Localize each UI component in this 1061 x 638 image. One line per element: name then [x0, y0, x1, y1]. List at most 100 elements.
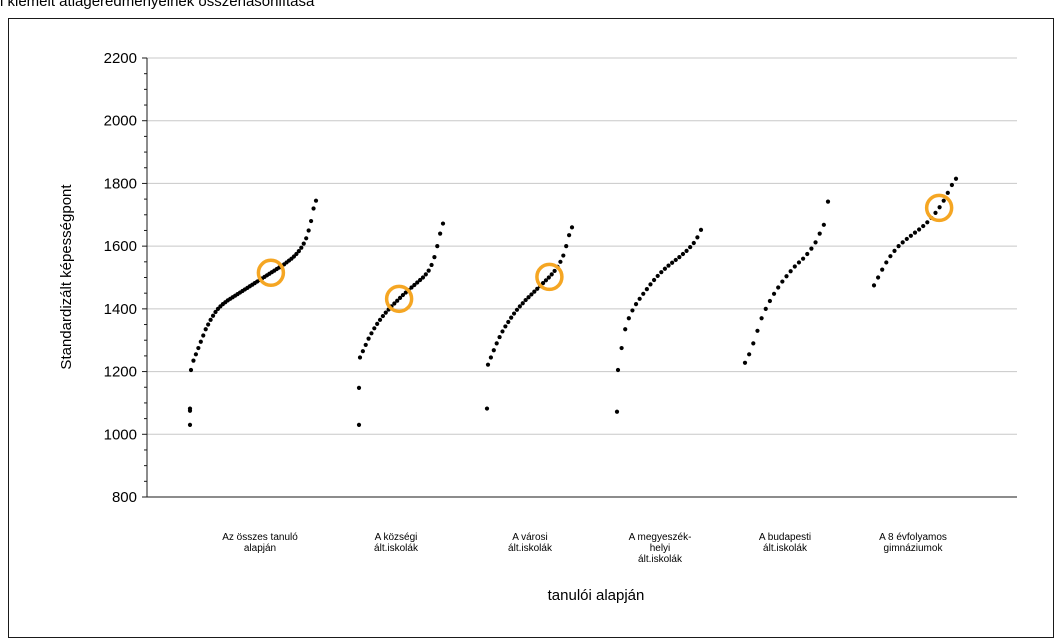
- highlight-circle: [924, 193, 954, 223]
- data-point: [397, 295, 403, 300]
- data-point: [615, 367, 621, 373]
- data-point: [366, 336, 371, 341]
- data-point: [535, 286, 540, 291]
- data-point: [415, 280, 420, 285]
- y-tick-label: 1000: [104, 426, 137, 443]
- data-point: [294, 251, 299, 257]
- data-point: [208, 317, 213, 322]
- data-point: [400, 292, 406, 298]
- data-point: [788, 269, 793, 274]
- data-point: [517, 304, 522, 309]
- data-point: [949, 182, 955, 188]
- data-point: [684, 248, 689, 253]
- x-category-label: ált.iskolák: [763, 543, 808, 554]
- data-point: [313, 198, 319, 203]
- data-point: [188, 367, 194, 373]
- x-category-label: Az összes tanuló: [222, 532, 298, 543]
- y-tick-label: 2000: [104, 113, 137, 130]
- data-point: [567, 233, 572, 238]
- data-point: [908, 233, 914, 238]
- data-point: [500, 329, 505, 334]
- data-point: [644, 287, 649, 292]
- y-tick-label: 1200: [104, 364, 137, 381]
- y-tick-label: 2200: [104, 50, 137, 67]
- outlier-point: [614, 409, 620, 414]
- data-point: [296, 249, 301, 254]
- data-point: [626, 316, 631, 321]
- data-point: [742, 360, 748, 365]
- data-point: [747, 352, 752, 357]
- data-point: [896, 244, 901, 249]
- data-point: [403, 290, 408, 295]
- data-point: [377, 317, 383, 322]
- data-point: [655, 273, 660, 279]
- data-point: [203, 327, 208, 332]
- x-category-label: gimnáziumok: [884, 543, 944, 554]
- data-point: [666, 263, 671, 268]
- data-point: [662, 266, 668, 271]
- data-point: [503, 324, 508, 329]
- data-point: [937, 205, 942, 210]
- data-point: [759, 316, 764, 321]
- data-point: [953, 176, 959, 181]
- data-point: [813, 240, 818, 245]
- x-category-label: A 8 évfolyamos: [879, 532, 947, 543]
- data-point: [691, 240, 696, 246]
- data-point: [641, 291, 646, 296]
- data-point: [933, 210, 938, 216]
- data-point: [888, 254, 893, 259]
- data-point: [912, 230, 918, 235]
- data-point: [945, 190, 950, 195]
- data-point: [306, 228, 311, 233]
- data-point: [201, 333, 206, 338]
- data-point: [304, 236, 309, 241]
- data-point: [917, 227, 922, 232]
- data-points: [187, 176, 959, 427]
- data-point: [526, 295, 531, 300]
- data-point: [561, 253, 566, 258]
- data-point: [363, 342, 368, 348]
- data-point: [648, 282, 653, 287]
- x-category-label: ált.iskolák: [638, 554, 683, 565]
- y-tick-label: 1800: [104, 175, 137, 192]
- x-category-label: A városi: [512, 532, 548, 543]
- data-point: [523, 297, 528, 303]
- data-point: [892, 248, 897, 253]
- data-point: [821, 222, 826, 227]
- data-point: [409, 285, 414, 290]
- data-point: [210, 313, 216, 318]
- data-point: [299, 245, 304, 250]
- outlier-point: [187, 422, 193, 427]
- data-point: [876, 275, 881, 280]
- data-point: [301, 241, 306, 246]
- data-point: [763, 306, 768, 311]
- data-point: [921, 223, 926, 229]
- data-point: [633, 302, 639, 307]
- data-point: [418, 277, 423, 283]
- data-point: [357, 355, 363, 360]
- data-point: [198, 339, 203, 344]
- data-point: [558, 259, 563, 264]
- data-point: [435, 244, 440, 249]
- data-point: [429, 262, 434, 268]
- data-point: [514, 307, 520, 312]
- data-point: [767, 298, 773, 304]
- data-point: [491, 348, 496, 353]
- data-point: [801, 256, 806, 261]
- data-point: [426, 268, 431, 273]
- data-point: [432, 255, 437, 260]
- data-point: [420, 275, 426, 280]
- data-point: [771, 291, 777, 296]
- data-point: [506, 319, 511, 325]
- data-point: [751, 341, 756, 346]
- y-axis: [142, 57, 148, 498]
- data-point: [540, 281, 546, 286]
- x-category-label: A budapesti: [759, 532, 811, 543]
- y-tick-label: 1400: [104, 301, 137, 318]
- data-point: [776, 285, 781, 290]
- data-point: [941, 198, 946, 203]
- data-point: [784, 274, 789, 279]
- x-category-label: A megyeszék-: [629, 532, 692, 543]
- data-point: [755, 328, 760, 333]
- data-point: [900, 240, 905, 245]
